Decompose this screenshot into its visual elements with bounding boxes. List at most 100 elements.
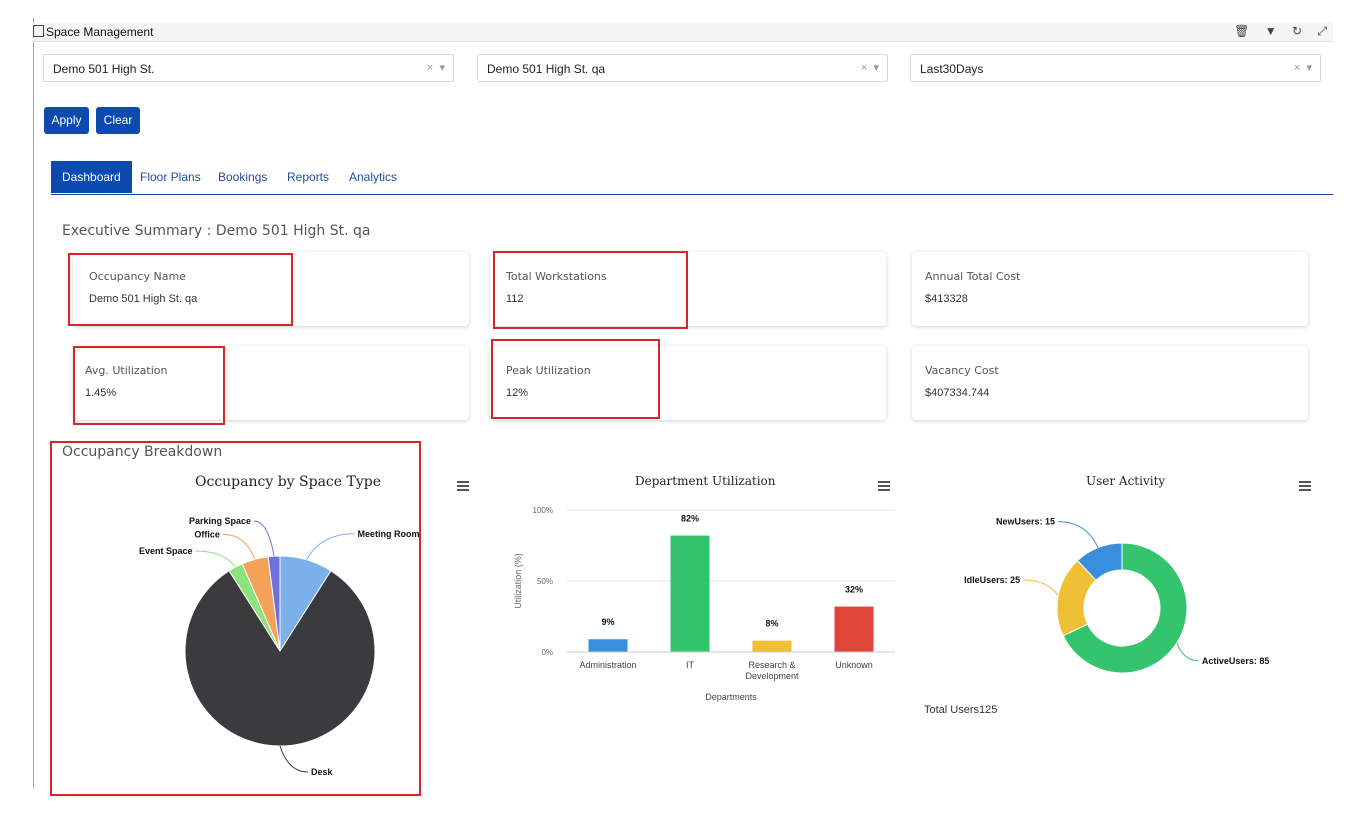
summary-card: Peak Utilization 12%: [490, 346, 886, 420]
module-header: Space Management 🗑 ▼ ↻ ⤢: [33, 23, 1333, 42]
y-tick-label: 0%: [541, 648, 553, 657]
apply-button[interactable]: Apply: [44, 107, 89, 134]
donut-data-label: ActiveUsers: 85: [1202, 656, 1270, 666]
pie-data-label: Desk: [311, 767, 334, 777]
chart-title: Department Utilization: [635, 474, 776, 488]
x-tick-label: Unknown: [835, 660, 873, 670]
occupancy-select-value: Demo 501 High St. qa: [487, 62, 606, 76]
card-label: Vacancy Cost: [925, 364, 999, 377]
chart-title: User Activity: [1086, 474, 1166, 488]
building-icon: [33, 25, 44, 37]
pie-data-label: Event Space: [139, 546, 193, 556]
occupancy-breakdown-title: Occupancy Breakdown: [62, 444, 223, 460]
chevron-down-icon[interactable]: ▾: [873, 62, 879, 74]
clear-icon[interactable]: ×: [426, 62, 434, 74]
bar-data-label: 8%: [765, 619, 778, 629]
trash-icon[interactable]: 🗑: [1234, 24, 1250, 38]
tab-analytics[interactable]: Analytics: [349, 170, 398, 184]
x-tick-label: Administration: [579, 660, 636, 670]
card-value: 12%: [506, 387, 529, 399]
donut-data-label: NewUsers: 15: [996, 517, 1055, 527]
bar-unknown[interactable]: [834, 606, 874, 652]
clear-icon[interactable]: ×: [1293, 62, 1301, 74]
filter-icon[interactable]: ▼: [1264, 24, 1277, 38]
x-tick-label: Development: [745, 671, 799, 681]
select-controls: × ▾: [1294, 61, 1312, 74]
pie-connector: [253, 520, 275, 557]
bar-administration[interactable]: [588, 639, 628, 652]
clear-button[interactable]: Clear: [96, 107, 140, 134]
card-label: Occupancy Name: [89, 270, 186, 283]
summary-card: Total Workstations 112: [490, 252, 886, 326]
refresh-icon[interactable]: ↻: [1291, 24, 1303, 38]
x-tick-label: IT: [686, 660, 695, 670]
date-range-select-value: Last30Days: [920, 62, 984, 76]
donut-slice-newusers[interactable]: [1076, 542, 1123, 582]
card-value: Demo 501 High St. qa: [89, 293, 198, 305]
summary-card: Occupancy Name Demo 501 High St. qa: [73, 252, 469, 326]
card-label: Total Workstations: [506, 270, 607, 283]
department-utilization-bar-chart: 100% 50% 0% Utilization (%) 9% Administration…: [513, 506, 895, 702]
pie-connector: [222, 533, 256, 560]
tab-reports[interactable]: Reports: [287, 170, 330, 184]
card-value: $413328: [925, 293, 968, 305]
select-controls: × ▾: [427, 61, 445, 74]
building-select-value: Demo 501 High St.: [53, 62, 155, 76]
card-value: $407334.744: [925, 387, 990, 399]
tab-bar: Dashboard Floor Plans Bookings Reports A…: [51, 161, 1333, 195]
menu-icon[interactable]: [878, 481, 890, 491]
donut-connector: [1176, 642, 1199, 662]
menu-icon[interactable]: [457, 481, 469, 491]
x-tick-label: Research &: [748, 660, 795, 670]
card-label: Annual Total Cost: [925, 270, 1021, 283]
header-tools: 🗑 ▼ ↻ ⤢: [1222, 24, 1327, 39]
user-activity-donut-chart: ActiveUsers: 85 IdleUsers: 25 NewUsers: 15: [964, 517, 1270, 674]
chevron-down-icon[interactable]: ▾: [1306, 62, 1312, 74]
pie-data-label: Parking Space: [189, 516, 251, 526]
chart-title: Occupancy by Space Type: [195, 474, 381, 490]
select-controls: × ▾: [861, 61, 879, 74]
building-select[interactable]: Demo 501 High St. × ▾: [43, 54, 454, 82]
pie-slice-desk[interactable]: [184, 570, 376, 747]
pie-connector: [279, 745, 309, 773]
card-label: Avg. Utilization: [85, 364, 168, 377]
pie-data-label: Meeting Room: [358, 529, 420, 539]
donut-slice-activeusers[interactable]: [1062, 542, 1188, 674]
tab-bookings[interactable]: Bookings: [218, 170, 268, 184]
tab-floor-plans[interactable]: Floor Plans: [140, 170, 201, 184]
card-label: Peak Utilization: [506, 364, 591, 377]
date-range-select[interactable]: Last30Days × ▾: [910, 54, 1321, 82]
bar-data-label: 82%: [681, 514, 699, 524]
bar-research-development[interactable]: [752, 640, 792, 652]
summary-card: Annual Total Cost $413328: [912, 252, 1308, 326]
left-border: [33, 18, 34, 788]
card-value: 1.45%: [85, 387, 117, 399]
tab-dashboard[interactable]: Dashboard: [51, 161, 132, 193]
donut-connector: [1058, 521, 1099, 548]
pie-data-label: Office: [194, 529, 220, 539]
card-value: 112: [506, 293, 524, 305]
bar-data-label: 32%: [845, 585, 863, 595]
y-tick-label: 50%: [537, 577, 553, 586]
module-title: Space Management: [33, 25, 153, 39]
y-tick-label: 100%: [533, 506, 553, 515]
x-axis-title: Departments: [705, 692, 757, 702]
chevron-down-icon[interactable]: ▾: [439, 62, 445, 74]
total-users-label: Total Users125: [924, 704, 998, 716]
pie-connector: [306, 533, 355, 561]
summary-card: Vacancy Cost $407334.744: [912, 346, 1308, 420]
expand-icon[interactable]: ⤢: [1317, 24, 1327, 38]
clear-icon[interactable]: ×: [860, 62, 868, 74]
menu-icon[interactable]: [1299, 481, 1311, 491]
bar-it[interactable]: [670, 535, 710, 652]
bar-data-label: 9%: [601, 617, 614, 627]
executive-summary-title: Executive Summary : Demo 501 High St. qa: [62, 223, 371, 239]
module-title-text: Space Management: [46, 25, 154, 39]
y-axis-title: Utilization (%): [513, 553, 523, 609]
summary-card: Avg. Utilization 1.45%: [73, 346, 469, 420]
donut-data-label: IdleUsers: 25: [964, 575, 1020, 585]
pie-connector: [195, 550, 236, 568]
occupancy-select[interactable]: Demo 501 High St. qa × ▾: [477, 54, 888, 82]
donut-connector: [1023, 579, 1059, 597]
